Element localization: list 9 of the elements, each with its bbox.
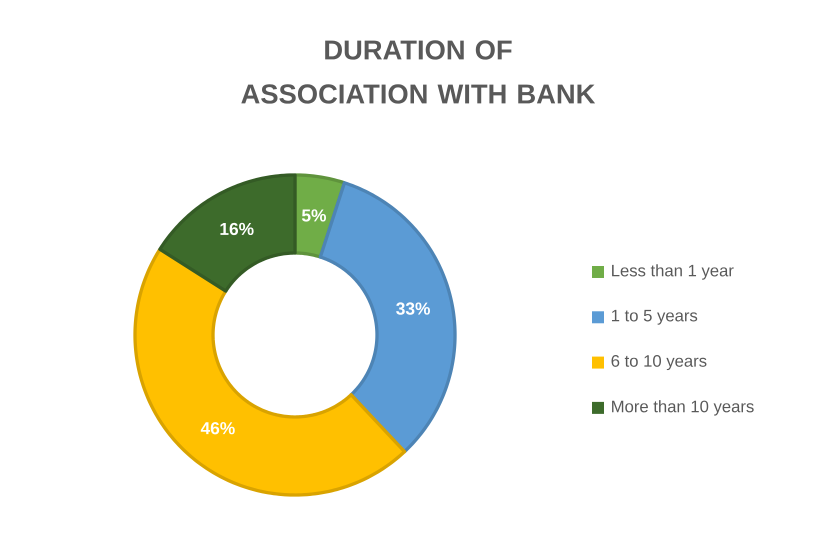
data-label: 33% <box>396 302 430 315</box>
legend-label: 1 to 5 years <box>612 310 698 325</box>
chart-title: DURATION OF ASSOCIATION WITH BANK <box>241 40 596 104</box>
data-label: 16% <box>220 222 254 236</box>
legend-label: 6 to 10 years <box>612 355 706 370</box>
data-label: 46% <box>200 422 235 434</box>
legend-label: Less than 1 year <box>612 264 734 280</box>
legend-label: More than 10 years <box>612 400 754 416</box>
data-label: 5% <box>302 209 326 222</box>
